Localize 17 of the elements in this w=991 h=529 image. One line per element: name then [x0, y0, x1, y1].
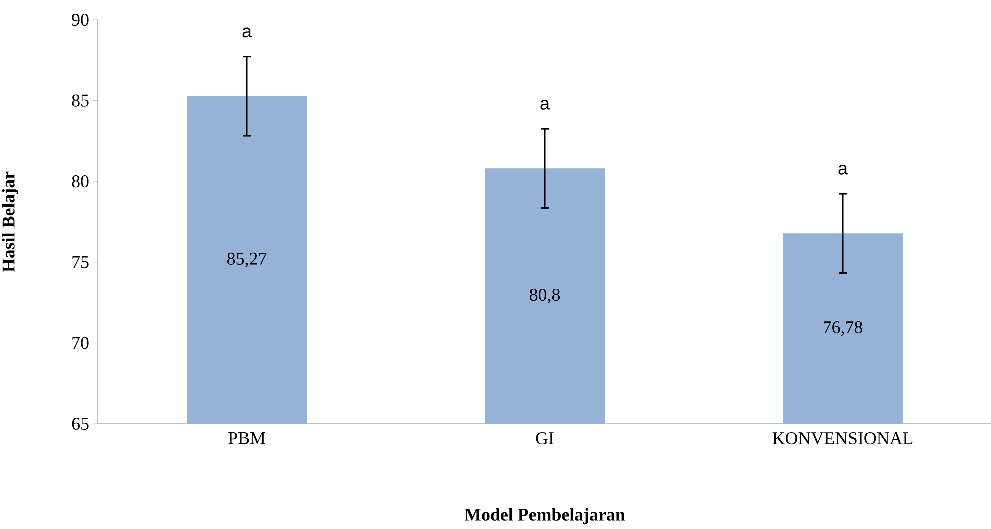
y-tick-label: 75	[72, 256, 89, 268]
annotation: a	[242, 28, 252, 38]
y-tick-label: 80	[72, 176, 89, 188]
x-tick-label: GI	[536, 432, 554, 445]
y-tick-label: 65	[72, 418, 89, 430]
data-label: 85,27	[228, 252, 267, 268]
data-label: 76,78	[824, 321, 862, 336]
x-tick-label: KONVENSIONAL	[772, 432, 913, 445]
x-axis-title: Model Pembelajaran	[464, 508, 626, 525]
annotation: a	[540, 100, 550, 110]
x-tick-label: PBM	[228, 432, 266, 444]
y-tick-label: 90	[72, 14, 89, 26]
annotation: a	[838, 165, 848, 175]
y-axis-title: Hasil Belajar	[2, 172, 18, 272]
y-tick-label: 70	[72, 337, 89, 350]
data-label: 80,8	[530, 288, 560, 304]
y-tick-label: 85	[72, 94, 89, 107]
